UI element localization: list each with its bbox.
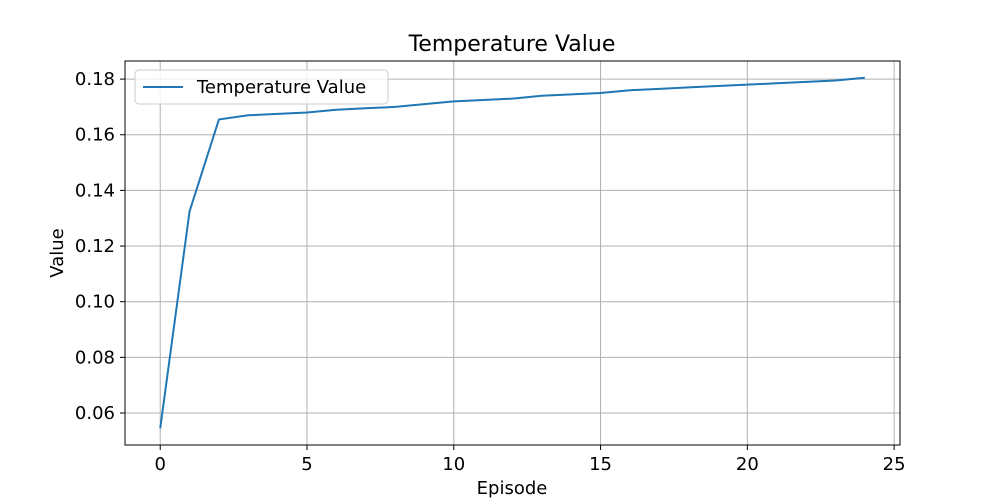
chart-title: Temperature Value: [408, 32, 616, 57]
x-axis-label: Episode: [477, 478, 548, 499]
plot-area-frame: [124, 60, 901, 446]
y-tick-label: 0.06: [75, 403, 115, 424]
y-tick-label: 0.18: [75, 69, 115, 90]
axis-ticks: 0 5 10 15 20 25 0.06 0.08 0.10 0.12 0.14 0.16 0.18: [75, 69, 906, 475]
x-tick-label: 20: [736, 454, 759, 475]
y-tick-label: 0.12: [75, 236, 115, 257]
y-tick-label: 0.10: [75, 292, 115, 313]
y-tick-label: 0.14: [75, 180, 115, 201]
y-tick-label: 0.16: [75, 125, 115, 146]
x-tick-label: 15: [589, 454, 612, 475]
x-tick-label: 0: [155, 454, 166, 475]
x-tick-label: 25: [883, 454, 906, 475]
series-line-temperature-value: [159, 76, 865, 429]
y-axis-label: Value: [47, 228, 68, 277]
legend-box: [134, 69, 389, 105]
x-tick-label: 5: [301, 454, 312, 475]
legend-entry-label: Temperature Value: [196, 77, 366, 98]
x-tick-label: 10: [442, 454, 465, 475]
y-tick-label: 0.08: [75, 347, 115, 368]
series-layer: [159, 76, 865, 429]
grid-lines: [125, 61, 900, 445]
legend: Temperature Value: [134, 69, 389, 105]
